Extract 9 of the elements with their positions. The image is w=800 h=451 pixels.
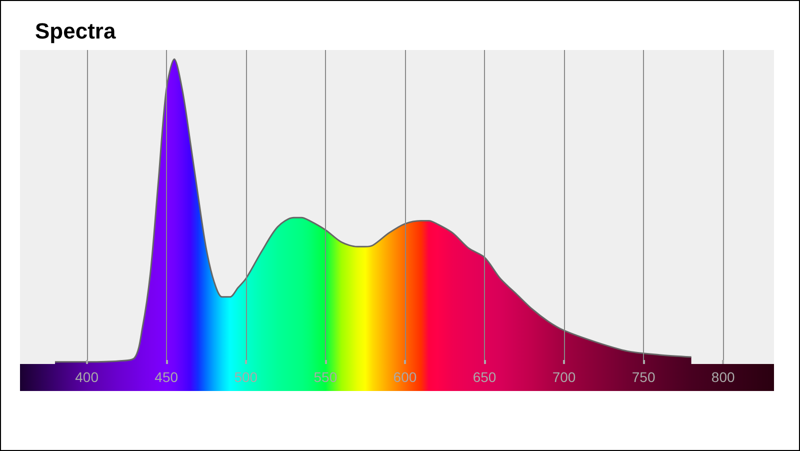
- x-tick-label: 400: [75, 369, 99, 385]
- x-tick-label: 650: [472, 369, 496, 385]
- chart-title: Spectra: [35, 18, 116, 44]
- x-tick-label: 800: [711, 369, 735, 385]
- x-tick-label: 600: [393, 369, 417, 385]
- x-tick-label: 750: [632, 369, 656, 385]
- x-tick-label: 450: [154, 369, 178, 385]
- x-tick-label: 700: [552, 369, 576, 385]
- x-tick-label: 500: [234, 369, 258, 385]
